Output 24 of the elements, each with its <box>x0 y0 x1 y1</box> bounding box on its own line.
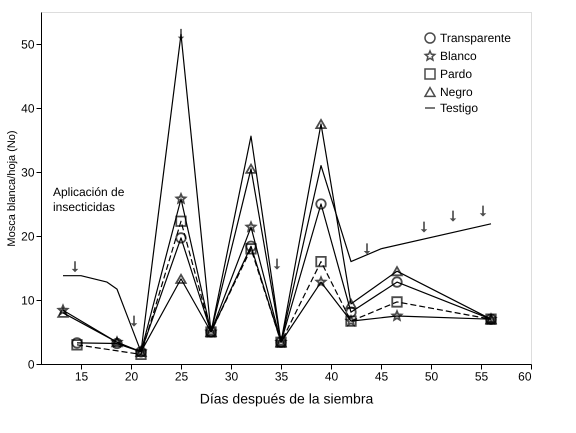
y-tick-label: 20 <box>21 230 35 244</box>
y-tick-label: 0 <box>28 358 35 372</box>
y-tick-label: 50 <box>21 38 35 52</box>
x-tick-label: 60 <box>518 370 532 384</box>
x-tick-label: 35 <box>274 370 288 384</box>
legend-label: Transparente <box>440 31 512 45</box>
x-tick-label: 40 <box>324 370 338 384</box>
legend-label: Blanco <box>440 49 478 63</box>
annotation: Aplicación de insecticidas <box>53 185 125 214</box>
x-tick-label: 30 <box>224 370 238 384</box>
x-tick-label: 15 <box>74 370 88 384</box>
y-tick-label: 10 <box>21 294 35 308</box>
x-axis-title: Días después de la siembra <box>200 390 374 406</box>
legend-label: Pardo <box>440 67 472 81</box>
x-tick-label: 55 <box>474 370 488 384</box>
x-tick-label: 20 <box>124 370 138 384</box>
y-axis-title: Mosca blanca/hoja (No) <box>6 130 18 247</box>
y-tick-label: 30 <box>21 166 35 180</box>
legend-label: Negro <box>440 85 474 99</box>
x-tick-label: 50 <box>424 370 438 384</box>
y-tick-label: 40 <box>21 102 35 116</box>
x-tick-label: 25 <box>174 370 188 384</box>
legend-label: Testigo <box>440 101 478 115</box>
x-tick-label: 45 <box>374 370 388 384</box>
